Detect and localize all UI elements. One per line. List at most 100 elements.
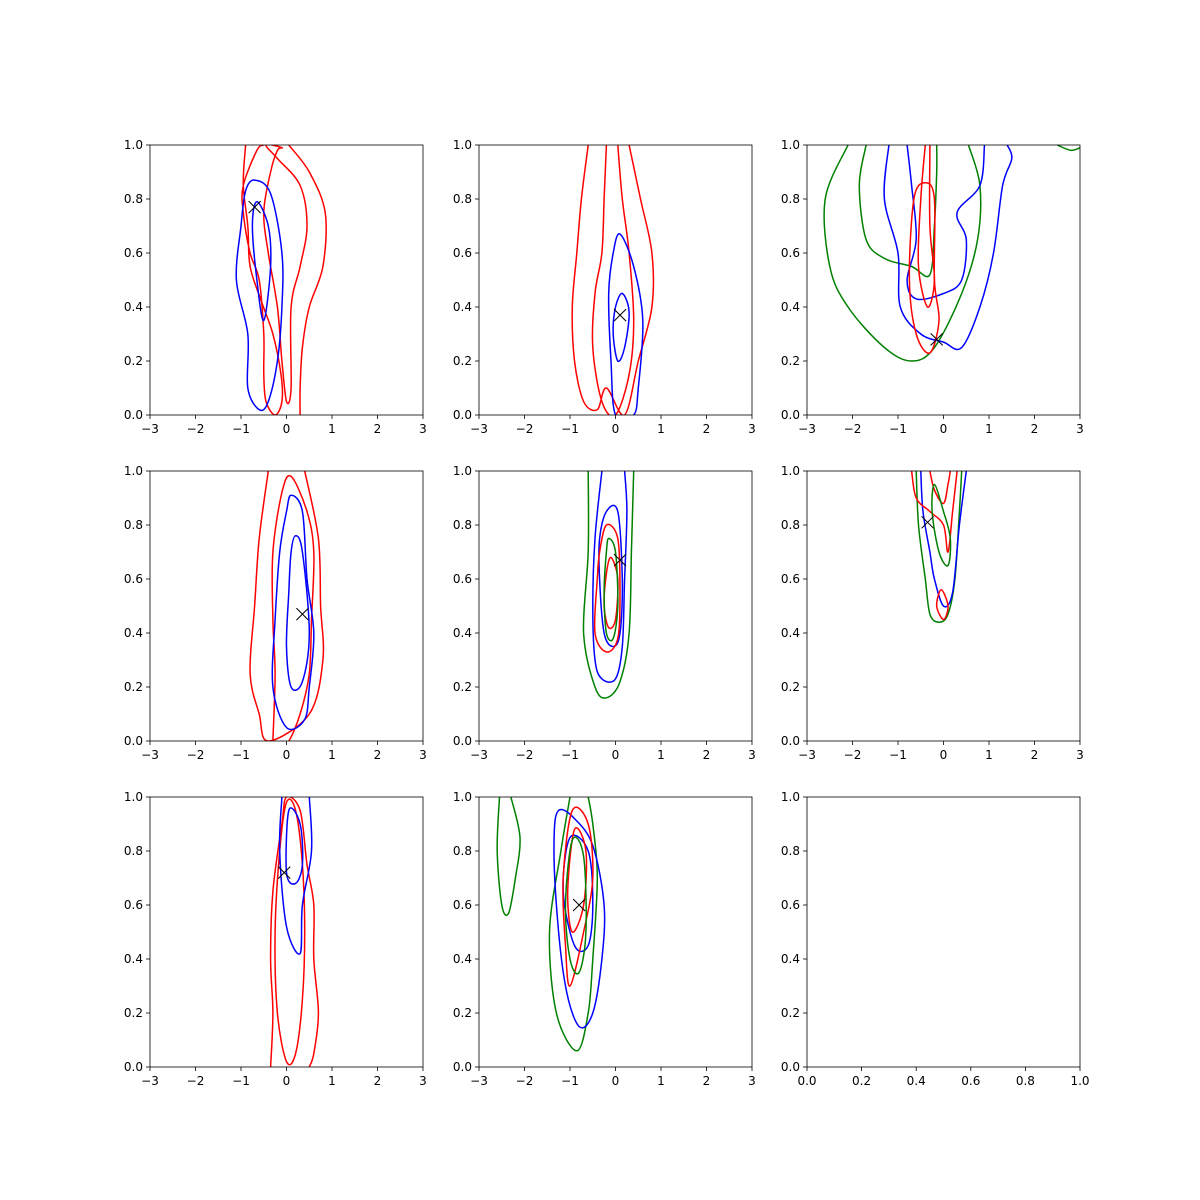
contour-line-2 [591,145,635,415]
contour-line-1 [823,145,982,362]
contour-line-3 [271,494,315,731]
y-tick-label: 0.0 [781,734,800,748]
y-tick-label: 0.2 [781,1006,800,1020]
contour-line-6 [931,483,952,567]
x-tick-label: −2 [187,422,205,436]
axes-frame [478,470,753,742]
x-tick-label: −1 [232,1074,250,1088]
x-tick-label: −1 [232,422,250,436]
x-tick-label: −3 [141,748,159,762]
y-tick-label: 0.6 [781,898,800,912]
y-tick-label: 0.4 [124,626,143,640]
x-tick-label: 3 [1076,422,1084,436]
y-tick-label: 0.2 [453,680,472,694]
subplot-1: −3 −2 −1 0 1 2 3 0.0 0.2 0.4 0.6 0.8 1.0 [124,138,427,436]
x-tick-label: −2 [187,748,205,762]
y-tick-label: 0.6 [781,572,800,586]
x-tick-label: −1 [561,1074,579,1088]
x-tick-label: 2 [703,748,711,762]
y-tick-label: 0.2 [124,1006,143,1020]
x-tick-label: 0 [283,748,291,762]
y-tick-label: 0.4 [453,626,472,640]
x-tick-label: 2 [1031,422,1039,436]
x-tick-label: 1 [657,422,665,436]
contour-line-5 [603,556,619,630]
subplot-6: −3 −2 −1 0 1 2 3 0.0 0.2 0.4 0.6 0.8 1.0 [781,464,1084,762]
y-tick-label: 0.0 [453,408,472,422]
y-tick-label: 0.0 [781,1060,800,1074]
x-tick-label: −2 [516,1074,534,1088]
y-tick-label: 1.0 [453,138,472,152]
y-tick-label: 0.0 [124,1060,143,1074]
y-tick-label: 0.4 [781,952,800,966]
x-tick-label: −3 [470,1074,488,1088]
contour-line-2 [920,471,968,608]
x-tick-label: 1 [328,422,336,436]
contour-line-2 [274,798,306,1066]
contour-line-7 [917,145,936,308]
subplot-8: −3 −2 −1 0 1 2 3 0.0 0.2 0.4 0.6 0.8 1.0 [453,790,756,1088]
y-tick-label: 0.6 [124,898,143,912]
x-tick-label: 1 [657,1074,665,1088]
y-tick-label: 0.6 [124,246,143,260]
y-tick-label: 0.0 [781,408,800,422]
x-tick-label: 0 [612,1074,620,1088]
subplot-5: −3 −2 −1 0 1 2 3 0.0 0.2 0.4 0.6 0.8 1.0 [453,464,756,762]
contour-line-4 [285,535,311,691]
x-tick-label: 3 [748,748,756,762]
marker-x-stroke-2 [277,866,291,879]
contour-line-5 [251,200,272,322]
subplot-4: −3 −2 −1 0 1 2 3 0.0 0.2 0.4 0.6 0.8 1.0 [124,464,427,762]
y-tick-label: 1.0 [453,790,472,804]
y-tick-label: 0.2 [124,680,143,694]
y-tick-label: 0.4 [453,952,472,966]
y-tick-label: 0.6 [453,898,472,912]
x-tick-label: 1.0 [1070,1074,1089,1088]
contour-line-4 [235,179,284,412]
x-tick-label: 0 [940,748,948,762]
contour-line-2 [592,471,628,683]
contour-line-2 [858,145,938,278]
marker-x-stroke-2 [248,200,262,214]
contour-line-5 [906,145,986,301]
y-tick-label: 0.4 [781,626,800,640]
x-tick-label: −2 [844,748,862,762]
x-tick-label: 1 [985,748,993,762]
contour-line-7 [564,836,587,975]
contour-group [269,797,320,1067]
y-tick-label: 0.4 [124,952,143,966]
y-tick-label: 0.8 [124,518,143,532]
contour-line-6 [566,827,588,933]
y-tick-label: 0.2 [124,354,143,368]
y-tick-label: 1.0 [124,464,143,478]
y-tick-label: 0.8 [781,518,800,532]
y-tick-label: 0.2 [453,354,472,368]
x-tick-label: 3 [748,422,756,436]
y-tick-label: 0.6 [453,572,472,586]
contour-line-1 [269,797,320,1067]
contour-line-3 [278,797,313,955]
contour-line-3 [263,145,308,405]
subplot-7: −3 −2 −1 0 1 2 3 0.0 0.2 0.4 0.6 0.8 1.0 [124,790,427,1088]
contour-line-4 [883,145,1013,351]
x-tick-label: −3 [470,422,488,436]
x-tick-label: 2 [703,422,711,436]
y-tick-label: 0.8 [453,518,472,532]
x-tick-label: 1 [985,422,993,436]
marker-x-stroke-2 [613,308,627,322]
x-tick-label: −2 [187,1074,205,1088]
contour-group [235,145,327,415]
x-tick-label: −3 [798,748,816,762]
y-tick-label: 0.0 [124,408,143,422]
x-tick-label: 3 [419,748,427,762]
x-tick-label: 0.6 [961,1074,980,1088]
x-tick-label: −3 [141,422,159,436]
y-tick-label: 0.8 [781,844,800,858]
x-tick-label: −1 [561,422,579,436]
contour-group [823,145,1080,362]
contour-line-2 [548,797,599,1052]
subplot-2: −3 −2 −1 0 1 2 3 0.0 0.2 0.4 0.6 0.8 1.0 [453,138,756,436]
y-tick-label: 0.0 [453,1060,472,1074]
contour-line-1 [582,471,635,699]
x-tick-label: −3 [470,748,488,762]
